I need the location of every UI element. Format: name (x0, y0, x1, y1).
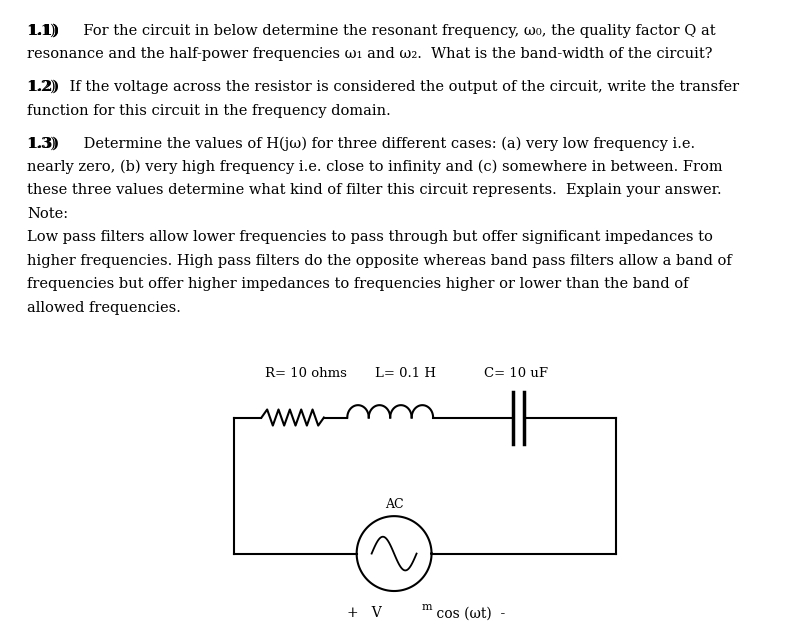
Text: nearly zero, (b) very high frequency i.e. close to infinity and (c) somewhere in: nearly zero, (b) very high frequency i.e… (27, 160, 723, 174)
Text: 1.1)      For the circuit in below determine the resonant frequency, ω₀, the qua: 1.1) For the circuit in below determine … (27, 23, 716, 38)
Text: higher frequencies. High pass filters do the opposite whereas band pass filters : higher frequencies. High pass filters do… (27, 254, 732, 268)
Text: 1.2)   If the voltage across the resistor is considered the output of the circui: 1.2) If the voltage across the resistor … (27, 80, 739, 95)
Text: Note:: Note: (27, 207, 68, 221)
Text: R= 10 ohms: R= 10 ohms (265, 367, 347, 380)
Text: cos (ωt)  -: cos (ωt) - (431, 606, 505, 620)
Text: L= 0.1 H: L= 0.1 H (375, 367, 435, 380)
Text: resonance and the half-power frequencies ω₁ and ω₂.  What is the band-width of t: resonance and the half-power frequencies… (27, 47, 713, 61)
Text: 1.3)      Determine the values of H(jω) for three different cases: (a) very low : 1.3) Determine the values of H(jω) for t… (27, 136, 696, 151)
Text: these three values determine what kind of filter this circuit represents.  Expla: these three values determine what kind o… (27, 184, 722, 198)
Text: 1.2): 1.2) (27, 80, 60, 94)
Text: 1.1): 1.1) (27, 23, 60, 38)
Text: 1.3): 1.3) (27, 136, 60, 150)
Text: frequencies but offer higher impedances to frequencies higher or lower than the : frequencies but offer higher impedances … (27, 278, 689, 292)
Text: 1.1): 1.1) (27, 23, 60, 38)
Text: AC: AC (384, 498, 404, 511)
Text: allowed frequencies.: allowed frequencies. (27, 301, 181, 315)
Text: 1.1)      For the circuit in below determine the resonant frequency, ω₀, the qua: 1.1) For the circuit in below determine … (27, 23, 716, 38)
Text: function for this circuit in the frequency domain.: function for this circuit in the frequen… (27, 103, 391, 117)
Text: +   V: + V (347, 606, 382, 620)
Text: m: m (421, 601, 432, 611)
Text: Low pass filters allow lower frequencies to pass through but offer significant i: Low pass filters allow lower frequencies… (27, 230, 713, 244)
Text: C= 10 uF: C= 10 uF (484, 367, 548, 380)
